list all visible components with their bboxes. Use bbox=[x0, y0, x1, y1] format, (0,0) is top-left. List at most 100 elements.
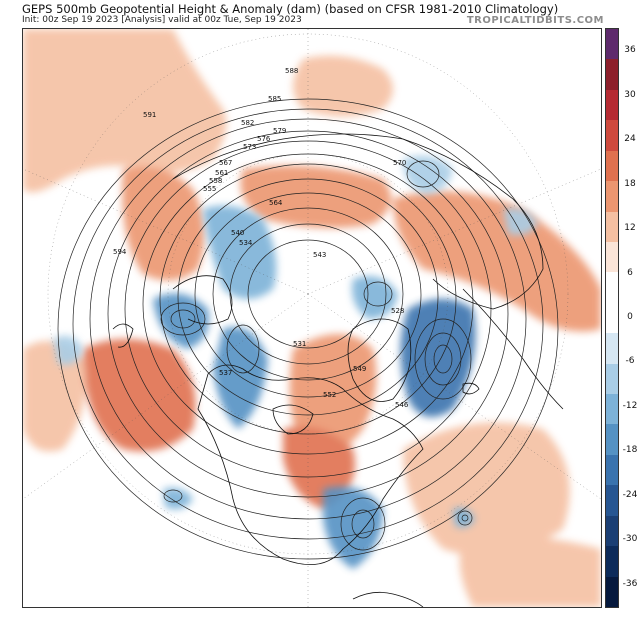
contour-label: 534 bbox=[239, 239, 253, 247]
header: GEPS 500mb Geopotential Height & Anomaly… bbox=[22, 0, 622, 28]
height-contour bbox=[351, 509, 375, 539]
coastline-alaska bbox=[172, 275, 233, 325]
colorbar-tick-label: 30 bbox=[624, 89, 636, 100]
coastline-north-america bbox=[197, 364, 424, 565]
colorbar-tick-label: -12 bbox=[622, 400, 638, 411]
contour-label: 540 bbox=[231, 229, 244, 237]
anomaly-region bbox=[83, 339, 196, 452]
contour-label: 561 bbox=[215, 169, 228, 177]
warm-anomaly-layer bbox=[23, 29, 601, 607]
colorbar-tick-label: 36 bbox=[624, 45, 636, 56]
contour-label: 555 bbox=[203, 185, 216, 193]
height-contour bbox=[424, 332, 462, 386]
anomaly-region bbox=[213, 327, 268, 429]
colorbar-segment bbox=[606, 241, 618, 273]
coastline-hudson-bay bbox=[272, 404, 314, 435]
height-contour bbox=[457, 510, 473, 526]
contour-label: 591 bbox=[143, 111, 156, 119]
graticule-circle bbox=[167, 153, 449, 435]
colorbar-segment bbox=[606, 485, 618, 517]
contour-label: 528 bbox=[391, 307, 404, 315]
anomaly-region bbox=[53, 335, 83, 365]
contour-label: 588 bbox=[285, 67, 298, 75]
height-contour bbox=[340, 497, 386, 551]
colorbar-segment bbox=[606, 59, 618, 91]
contour-label: 567 bbox=[219, 159, 232, 167]
anomaly-region bbox=[122, 166, 205, 281]
coastline-iceland bbox=[462, 382, 480, 395]
height-contour bbox=[226, 324, 260, 374]
anomaly-region bbox=[503, 208, 538, 236]
colorbar-segment bbox=[606, 546, 618, 578]
colorbar-tick-label: -24 bbox=[622, 489, 638, 500]
colorbar-segment bbox=[606, 394, 618, 425]
coastline-layer bbox=[112, 133, 564, 607]
anomaly-region bbox=[293, 55, 393, 117]
colorbar-segment bbox=[606, 181, 618, 212]
colorbar-segment bbox=[606, 89, 618, 121]
graticule-circle bbox=[47, 33, 569, 555]
height-contour bbox=[107, 130, 509, 498]
contour-label: 549 bbox=[353, 365, 366, 373]
graticule-line bbox=[23, 293, 309, 500]
anomaly-region bbox=[23, 341, 86, 452]
height-contour bbox=[170, 309, 196, 329]
anomaly-colorbar bbox=[605, 28, 619, 608]
contour-label-layer: 588 591 594 585 582 579 576 573 570 567 … bbox=[113, 67, 409, 409]
colorbar-tick-label: 12 bbox=[624, 223, 636, 234]
anomaly-region bbox=[203, 205, 277, 299]
colorbar-tick-label: 24 bbox=[624, 134, 636, 145]
contour-label: 570 bbox=[393, 159, 406, 167]
anomaly-region bbox=[400, 299, 476, 417]
colorbar-tick-label: 18 bbox=[624, 178, 636, 189]
anomaly-region bbox=[323, 486, 383, 569]
anomaly-region bbox=[403, 155, 453, 194]
contour-label: 552 bbox=[323, 391, 336, 399]
brand-watermark: TROPICALTIDBITS.COM bbox=[466, 15, 604, 26]
colorbar-segment bbox=[606, 211, 618, 243]
contour-label: 579 bbox=[273, 127, 286, 135]
coastline-eurasia bbox=[172, 133, 544, 310]
anomaly-region bbox=[352, 276, 398, 319]
coastline-greenland bbox=[347, 318, 412, 402]
anomaly-region bbox=[403, 422, 570, 556]
height-contour bbox=[247, 239, 369, 349]
coastline-japan bbox=[112, 323, 134, 348]
colorbar-segment bbox=[606, 120, 618, 152]
height-contour bbox=[433, 344, 453, 374]
colorbar-tick-label: -30 bbox=[622, 534, 638, 545]
height-contour bbox=[414, 318, 472, 400]
height-contour bbox=[461, 514, 469, 522]
anomaly-region bbox=[240, 165, 391, 228]
anomaly-region bbox=[393, 191, 601, 332]
height-contour bbox=[406, 160, 440, 188]
colorbar-segment bbox=[606, 333, 618, 365]
contour-label: 543 bbox=[313, 251, 326, 259]
height-contour bbox=[363, 281, 393, 307]
colorbar-tick-label: 6 bbox=[627, 267, 633, 278]
polar-map-panel: 588 591 594 585 582 579 576 573 570 567 … bbox=[22, 28, 602, 608]
contour-label: 537 bbox=[219, 369, 232, 377]
contour-label: 594 bbox=[113, 248, 127, 256]
height-contour bbox=[229, 223, 387, 365]
colorbar-segment bbox=[606, 272, 618, 304]
contour-label: 576 bbox=[257, 135, 271, 143]
anomaly-region bbox=[23, 29, 227, 193]
colorbar-segment bbox=[606, 515, 618, 547]
map-title: GEPS 500mb Geopotential Height & Anomaly… bbox=[22, 2, 559, 16]
coastline-caribbean bbox=[352, 591, 424, 607]
contour-label: 582 bbox=[241, 119, 254, 127]
map-canvas: 588 591 594 585 582 579 576 573 570 567 … bbox=[23, 29, 601, 607]
anomaly-region bbox=[163, 487, 193, 510]
colorbar-segment bbox=[606, 424, 618, 456]
contour-label: 585 bbox=[268, 95, 281, 103]
colorbar-segment bbox=[606, 29, 618, 60]
contour-label: 573 bbox=[243, 143, 256, 151]
height-contour bbox=[212, 207, 404, 381]
contour-label: 546 bbox=[395, 401, 409, 409]
colorbar-segment bbox=[606, 363, 618, 395]
height-contour bbox=[163, 489, 183, 503]
coastline-europe bbox=[462, 288, 564, 410]
colorbar-tick-label: -18 bbox=[622, 445, 638, 456]
contour-label: 558 bbox=[209, 177, 222, 185]
